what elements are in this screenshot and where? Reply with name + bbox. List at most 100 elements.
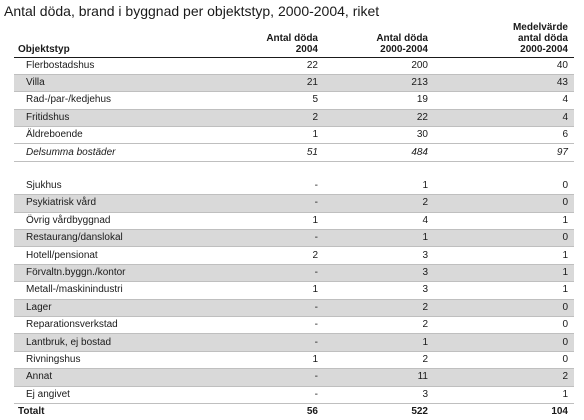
average-cell: 6 — [434, 126, 574, 145]
deaths-2000-2004-cell: 3 — [324, 386, 434, 404]
deaths-2004-cell: - — [244, 229, 324, 248]
deaths-2004-cell: 5 — [244, 91, 324, 110]
table-row: Lager -2 0 — [14, 299, 574, 317]
average-cell: 1 — [434, 386, 574, 404]
deaths-2000-2004-cell: 484 — [324, 143, 434, 162]
average-cell: 0 — [434, 299, 574, 317]
row-label: Äldreboende — [14, 126, 244, 145]
row-label: Lager — [14, 299, 244, 317]
row-label: Restaurang/danslokal — [14, 229, 244, 248]
table-row: Psykiatrisk vård -2 0 — [14, 194, 574, 213]
table-row: Reparationsverkstad -2 0 — [14, 316, 574, 335]
deaths-table: Objektstyp Antal döda 2004 Antal döda 20… — [14, 20, 574, 420]
header-deaths-2000-2004: Antal döda 2000-2004 — [324, 20, 434, 58]
header-average-line1: Medelvärde — [512, 21, 568, 33]
average-cell: 1 — [434, 246, 574, 265]
deaths-2004-cell: 21 — [244, 74, 324, 93]
deaths-2004-cell: - — [244, 316, 324, 335]
average-cell: 4 — [434, 91, 574, 110]
table-title: Antal döda, brand i byggnad per objektst… — [4, 3, 380, 19]
table-row: Äldreboende 1 30 6 — [14, 126, 574, 145]
table-row: Övrig vårdbyggnad 1 4 1 — [14, 212, 574, 231]
deaths-2000-2004-cell: 19 — [324, 91, 434, 110]
row-label: Reparationsverkstad — [14, 316, 244, 335]
row-label: Ej angivet — [14, 386, 244, 404]
table-row: Villa 21 213 43 — [14, 74, 574, 93]
table-row: Annat -11 2 — [14, 368, 574, 387]
deaths-2004-cell: - — [244, 333, 324, 352]
table-row: Metall-/maskinindustri 1 3 1 — [14, 281, 574, 300]
deaths-2000-2004-cell: 3 — [324, 281, 434, 300]
deaths-2004-cell: 2 — [244, 109, 324, 128]
table-row: Flerbostadshus 22 200 40 — [14, 57, 574, 75]
deaths-2000-2004-cell: 2 — [324, 351, 434, 370]
row-label: Lantbruk, ej bostad — [14, 333, 244, 352]
table-row: Hotell/pensionat 2 3 1 — [14, 246, 574, 265]
deaths-2000-2004-cell: 522 — [324, 402, 434, 420]
average-cell: 0 — [434, 351, 574, 370]
header-objektstyp: Objektstyp — [14, 20, 244, 58]
average-cell: 0 — [434, 333, 574, 352]
average-cell: 2 — [434, 368, 574, 387]
deaths-2004-cell: 51 — [244, 143, 324, 162]
row-label: Rivningshus — [14, 351, 244, 370]
header-deaths-2004-line2: 2004 — [295, 43, 318, 55]
deaths-2004-cell: 1 — [244, 126, 324, 145]
deaths-2000-2004-cell: 200 — [324, 57, 434, 75]
table-row: Restaurang/danslokal -1 0 — [14, 229, 574, 248]
deaths-2000-2004-cell: 1 — [324, 333, 434, 352]
deaths-2004-cell: 22 — [244, 57, 324, 75]
deaths-2004-cell: 1 — [244, 281, 324, 300]
table-row: Förvaltn.byggn./kontor -3 1 — [14, 264, 574, 283]
average-cell: 1 — [434, 212, 574, 231]
header-deaths-2004-line1: Antal döda — [266, 32, 318, 44]
row-label: Hotell/pensionat — [14, 246, 244, 265]
total-row: Totalt 56 522 104 — [14, 402, 574, 420]
row-label: Villa — [14, 74, 244, 93]
table-row: Rad-/par-/kedjehus 5 19 4 — [14, 91, 574, 110]
table-body: Flerbostadshus 22 200 40 Villa 21 213 43 Rad-/pa… — [14, 57, 574, 420]
row-label: Psykiatrisk vård — [14, 194, 244, 213]
row-label: Annat — [14, 368, 244, 387]
row-label: Flerbostadshus — [14, 57, 244, 75]
deaths-2000-2004-cell: 2 — [324, 194, 434, 213]
deaths-2004-cell: 56 — [244, 402, 324, 420]
deaths-2004-cell: 2 — [244, 246, 324, 265]
spacer-row — [14, 161, 574, 178]
average-cell: 104 — [434, 402, 574, 420]
row-label: Sjukhus — [14, 177, 244, 196]
row-label: Totalt — [14, 402, 244, 420]
header-deaths-period-line2: 2000-2004 — [380, 43, 428, 55]
deaths-2004-cell: - — [244, 264, 324, 283]
deaths-2000-2004-cell: 22 — [324, 109, 434, 128]
table-row: Fritidshus 2 22 4 — [14, 109, 574, 128]
deaths-2000-2004-cell: 30 — [324, 126, 434, 145]
deaths-2000-2004-cell: 3 — [324, 264, 434, 283]
average-cell: 97 — [434, 143, 574, 162]
table-row: Rivningshus 1 2 0 — [14, 351, 574, 370]
deaths-2004-cell: - — [244, 299, 324, 317]
row-label: Fritidshus — [14, 109, 244, 128]
deaths-2000-2004-cell: 3 — [324, 246, 434, 265]
average-cell: 0 — [434, 229, 574, 248]
average-cell: 0 — [434, 316, 574, 335]
header-average: Medelvärde antal döda 2000-2004 — [434, 20, 574, 58]
deaths-2004-cell: - — [244, 194, 324, 213]
header-average-line2: antal döda — [517, 32, 568, 44]
row-label: Förvaltn.byggn./kontor — [14, 264, 244, 283]
average-cell: 0 — [434, 177, 574, 196]
header-deaths-period-line1: Antal döda — [376, 32, 428, 44]
table-row: Lantbruk, ej bostad -1 0 — [14, 333, 574, 352]
deaths-2000-2004-cell: 2 — [324, 299, 434, 317]
deaths-2000-2004-cell: 1 — [324, 229, 434, 248]
spacer-cell — [14, 161, 574, 178]
header-deaths-2004: Antal döda 2004 — [244, 20, 324, 58]
deaths-2004-cell: - — [244, 368, 324, 387]
average-cell: 4 — [434, 109, 574, 128]
average-cell: 43 — [434, 74, 574, 93]
average-cell: 1 — [434, 281, 574, 300]
subtotal-row: Delsumma bostäder 51 484 97 — [14, 143, 574, 162]
table-row: Ej angivet -3 1 — [14, 386, 574, 404]
deaths-2000-2004-cell: 11 — [324, 368, 434, 387]
